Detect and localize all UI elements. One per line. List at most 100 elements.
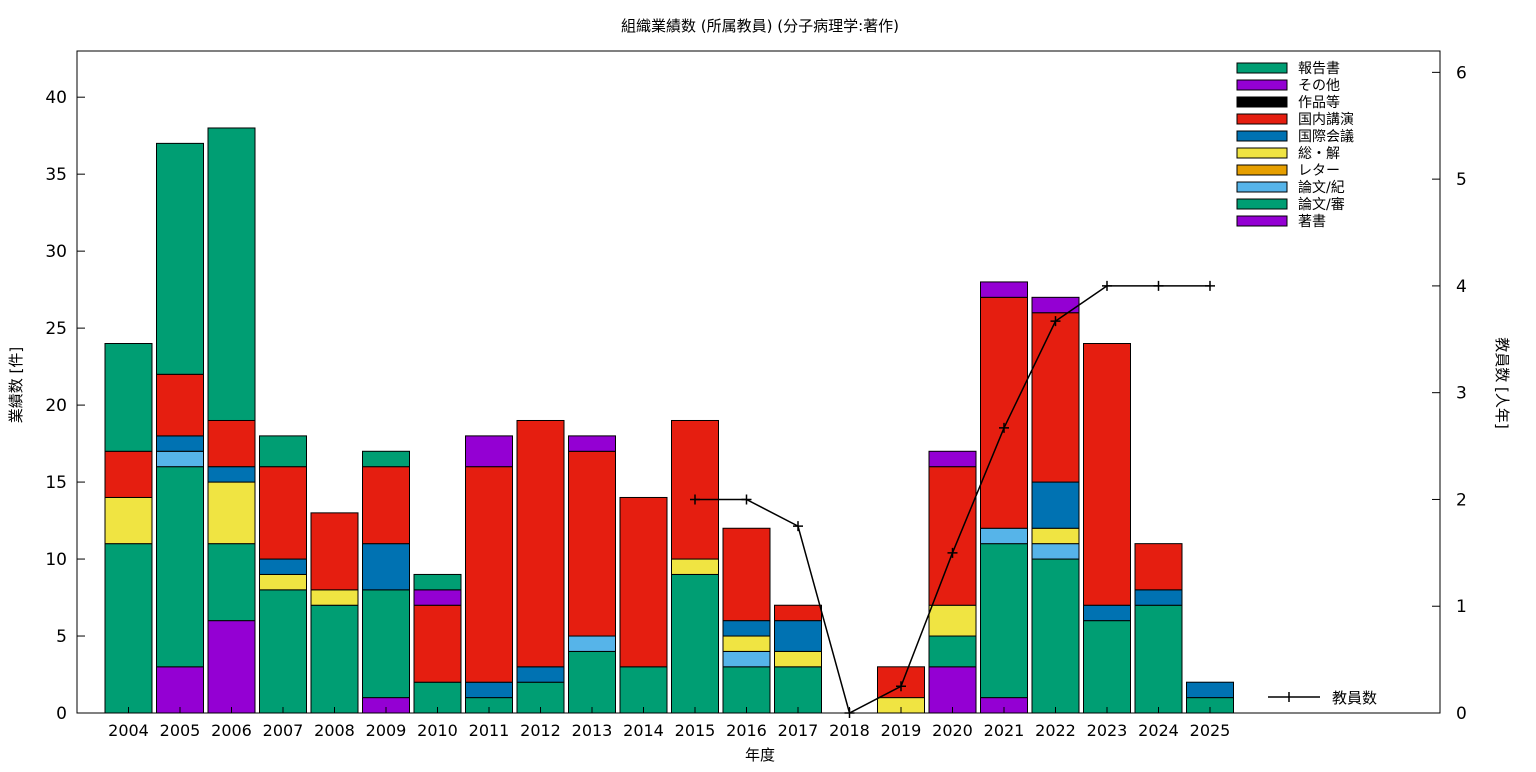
x-tick-label: 2007 <box>263 721 304 740</box>
legend-label: 総・解 <box>1298 146 1340 162</box>
y-tick-label: 30 <box>45 242 67 262</box>
legend-label: その他 <box>1298 78 1340 94</box>
bar-segment <box>774 620 822 652</box>
bar-segment <box>156 466 204 668</box>
line-point <box>1050 316 1061 327</box>
bar-segment <box>1186 681 1234 699</box>
legend-label: 著書 <box>1298 214 1326 230</box>
x-tick-label: 2021 <box>984 721 1025 740</box>
line-point <box>1153 280 1164 291</box>
line-point <box>793 521 803 532</box>
bar-segment <box>310 604 359 714</box>
bar-segment <box>259 573 307 591</box>
bar-segment <box>671 419 719 560</box>
line-point <box>741 494 752 505</box>
x-tick-label: 2022 <box>1035 721 1076 740</box>
bar-segment <box>774 604 822 622</box>
x-tick-label: 2017 <box>778 721 819 740</box>
y2-axis-label: 教員数 [人年] <box>1493 337 1511 428</box>
bar-segment <box>259 558 307 575</box>
bar-segment <box>104 450 153 498</box>
x-tick-label: 2023 <box>1087 721 1128 740</box>
x-tick-label: 2013 <box>572 721 613 740</box>
bar-segment <box>362 589 410 699</box>
legend-swatch <box>1236 198 1288 210</box>
y2-tick-label: 4 <box>1456 277 1467 297</box>
chart-title: 組織業績数 (所属教員) (分子病理学:著作) <box>621 17 899 35</box>
legend-label: 報告書 <box>1298 61 1340 77</box>
bar-segment <box>568 435 616 452</box>
bar-segment <box>722 666 771 714</box>
x-tick-label: 2016 <box>726 721 767 740</box>
legend-swatch <box>1236 79 1288 91</box>
bar-segment <box>156 666 204 714</box>
line-point <box>1102 280 1112 291</box>
bar-segment <box>465 466 513 683</box>
line-point <box>947 547 958 558</box>
x-tick-label: 2005 <box>160 721 201 740</box>
legend-swatch <box>1236 147 1288 159</box>
bar-segment <box>413 604 462 683</box>
bar-segment <box>310 512 359 591</box>
y-tick-label: 25 <box>45 319 67 339</box>
bar-segment <box>980 527 1028 545</box>
x-tick-label: 2012 <box>520 721 561 740</box>
bar-segment <box>1083 604 1131 622</box>
x-tick-label: 2020 <box>932 721 973 740</box>
bar-segment <box>207 543 256 622</box>
y2-tick-label: 1 <box>1456 597 1467 617</box>
bar-segment <box>774 666 822 714</box>
bar-segment <box>156 142 204 375</box>
bar-segment <box>259 466 307 560</box>
bar-segment <box>259 435 307 468</box>
line-point <box>690 494 700 505</box>
bar-segment <box>207 481 256 545</box>
bar-segment <box>619 666 668 714</box>
bar-segment <box>104 343 153 452</box>
bar-segment <box>928 466 977 606</box>
bar-segment <box>465 435 513 468</box>
bar-segment <box>980 543 1028 699</box>
x-axis-label: 年度 <box>745 746 775 764</box>
y-tick-label: 15 <box>45 473 67 493</box>
bar-segment <box>619 496 668 668</box>
bar-segment <box>928 450 977 468</box>
bar-segment <box>722 620 771 637</box>
y2-tick-label: 2 <box>1456 490 1467 510</box>
bar-segment <box>259 589 307 714</box>
bar-segment <box>722 527 771 622</box>
bar-segment <box>928 604 977 637</box>
bar-segment <box>516 666 565 683</box>
y-tick-label: 0 <box>56 704 67 724</box>
bar-segment <box>156 435 204 452</box>
bar-segment <box>362 466 410 545</box>
x-tick-label: 2025 <box>1190 721 1231 740</box>
bar-segment <box>1031 543 1080 560</box>
legend-swatch <box>1236 96 1288 108</box>
legend-swatch <box>1236 130 1288 142</box>
y-tick-label: 35 <box>45 165 67 185</box>
y2-tick-label: 3 <box>1456 384 1467 404</box>
legend-label: 論文/審 <box>1298 197 1345 213</box>
legend-label: 国際会議 <box>1298 128 1354 145</box>
y2-tick-label: 6 <box>1456 63 1467 83</box>
y-tick-label: 20 <box>45 396 67 416</box>
bar-segment <box>465 681 513 699</box>
x-tick-label: 2008 <box>314 721 355 740</box>
y2-tick-label: 0 <box>1456 704 1467 724</box>
x-tick-label: 2015 <box>675 721 716 740</box>
bar-segment <box>362 543 410 591</box>
bar-segment <box>1134 543 1183 591</box>
y-tick-label: 5 <box>56 627 67 647</box>
x-tick-label: 2019 <box>881 721 922 740</box>
bar-segment <box>207 419 256 468</box>
bar-segment <box>1134 604 1183 714</box>
bar-segment <box>1031 312 1080 483</box>
legend-label: レター <box>1298 163 1340 179</box>
bar-segment <box>310 589 359 606</box>
bar-segment <box>568 450 616 637</box>
bar-segment <box>413 573 462 591</box>
bar-segment <box>1031 527 1080 545</box>
